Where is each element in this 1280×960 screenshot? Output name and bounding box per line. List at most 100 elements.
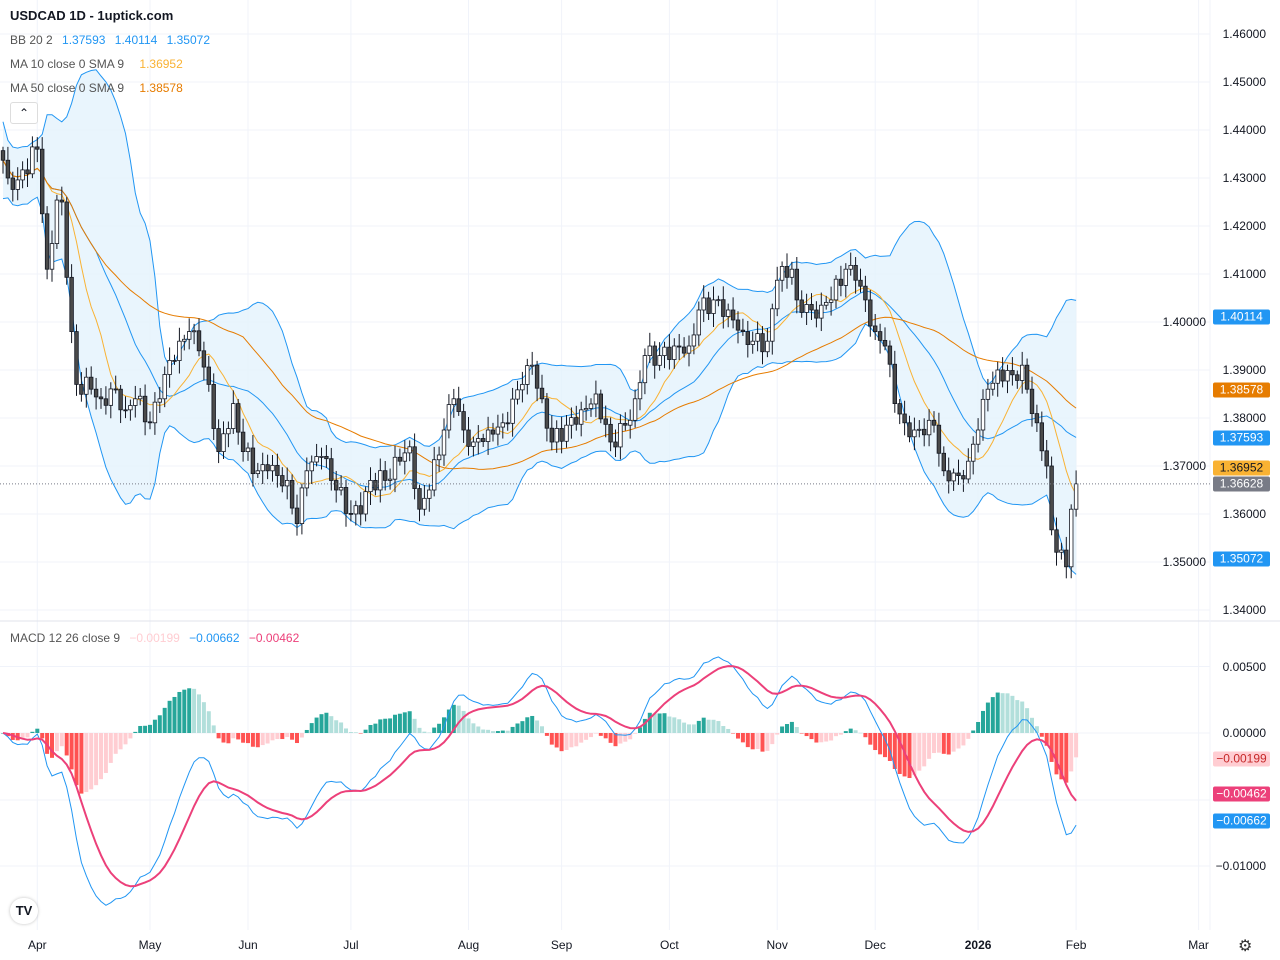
time-axis-label: Jul xyxy=(343,938,359,952)
candle-body xyxy=(765,340,770,353)
candle-body xyxy=(309,461,314,472)
legend-bb-name: BB 20 2 xyxy=(10,33,53,47)
macd-histogram-bar xyxy=(250,733,255,747)
macd-histogram-bar xyxy=(123,733,128,745)
time-axis-label: 2026 xyxy=(964,938,992,952)
candle-body xyxy=(877,331,883,341)
macd-histogram-bar xyxy=(608,733,613,743)
candle-body xyxy=(485,429,491,442)
candle-body xyxy=(471,441,476,447)
macd-histogram-bar xyxy=(775,733,780,735)
bollinger-upper-line xyxy=(2,69,1077,449)
candle-body xyxy=(221,433,226,453)
candle-body xyxy=(608,423,613,443)
macd-histogram-bar xyxy=(94,733,99,786)
candle-body xyxy=(260,464,265,472)
macd-histogram-bar xyxy=(486,729,491,733)
macd-histogram-bar xyxy=(20,733,25,739)
candle-body xyxy=(103,398,109,406)
macd-histogram-bar xyxy=(476,726,481,733)
candle-body xyxy=(235,403,241,433)
macd-histogram-bar xyxy=(1044,733,1049,746)
macd-histogram-bar xyxy=(481,729,486,733)
macd-histogram-bar xyxy=(495,731,500,733)
macd-histogram-bar xyxy=(887,733,892,761)
macd-histogram-bar xyxy=(932,733,936,754)
macd-histogram-bar xyxy=(118,733,123,750)
macd-badge: −0.00199 xyxy=(1213,751,1270,767)
candle-body xyxy=(20,169,25,181)
macd-histogram-bar xyxy=(162,707,167,733)
price-badge: 1.36952 xyxy=(1213,460,1270,476)
candle-body xyxy=(407,446,412,454)
macd-histogram-bar xyxy=(422,731,427,733)
candle-body xyxy=(44,213,50,270)
candle-body xyxy=(931,419,937,426)
candle-body xyxy=(495,426,501,435)
macd-histogram-bar xyxy=(603,733,608,739)
candle-body xyxy=(417,488,422,510)
macd-histogram-bar xyxy=(427,732,432,734)
macd-histogram-bar xyxy=(69,733,74,770)
candle-body xyxy=(25,169,30,175)
macd-histogram-bar xyxy=(216,733,221,739)
candle-body xyxy=(760,333,765,353)
tradingview-logo[interactable]: TV xyxy=(10,898,38,924)
candle-body xyxy=(784,266,790,278)
time-axis-label: Dec xyxy=(864,938,886,952)
ma10-line xyxy=(2,159,1077,498)
price-badge: 1.38578 xyxy=(1213,382,1270,398)
candle-body xyxy=(333,480,339,491)
candle-body xyxy=(628,419,633,426)
candle-body xyxy=(990,382,995,390)
price-axis-label: 1.37000 xyxy=(1162,459,1206,473)
chevron-up-icon: ⌃ xyxy=(18,106,30,120)
candle-body xyxy=(59,199,64,203)
macd-histogram-bar xyxy=(554,733,559,748)
macd-histogram-bar xyxy=(446,709,451,733)
macd-histogram-bar xyxy=(936,733,941,753)
macd-histogram-bar xyxy=(883,733,887,758)
macd-histogram-bar xyxy=(863,733,868,738)
candle-body xyxy=(539,387,545,400)
candle-body xyxy=(113,388,118,391)
macd-histogram-bar xyxy=(838,733,843,735)
candle-body xyxy=(382,470,388,481)
candle-body xyxy=(642,355,648,384)
candle-body xyxy=(574,417,579,425)
candle-body xyxy=(191,330,197,333)
macd-histogram-bar xyxy=(344,728,348,733)
macd-histogram-bar xyxy=(843,731,848,733)
candle-body xyxy=(280,475,285,487)
gear-icon[interactable]: ⚙ xyxy=(1238,938,1253,955)
macd-histogram-bar xyxy=(1049,733,1054,762)
legend-ma10[interactable]: MA 10 close 0 SMA 9 1.36952 xyxy=(10,57,189,71)
candle-body xyxy=(167,359,172,375)
macd-histogram-bar xyxy=(143,725,148,733)
macd-histogram-bar xyxy=(157,715,162,733)
macd-histogram-bar xyxy=(971,730,976,733)
candle-body xyxy=(1015,374,1020,381)
macd-histogram-bar xyxy=(731,733,736,734)
chart-title: USDCAD 1D - 1uptick.com xyxy=(10,8,174,23)
candle-body xyxy=(902,413,907,424)
candle-body xyxy=(730,309,736,321)
macd-histogram-bar xyxy=(642,718,647,733)
time-axis-label: Mar xyxy=(1188,938,1209,952)
collapse-legend-button[interactable]: ⌃ xyxy=(10,102,38,124)
legend-ma50[interactable]: MA 50 close 0 SMA 9 1.38578 xyxy=(10,81,189,95)
price-axis-label: 1.45000 xyxy=(1222,75,1266,89)
macd-histogram-bar xyxy=(584,733,589,740)
candle-body xyxy=(93,388,99,398)
macd-histogram-bar xyxy=(912,733,917,776)
macd-histogram-bar xyxy=(314,717,319,733)
candle-body xyxy=(1049,465,1054,531)
legend-macd[interactable]: MACD 12 26 close 9 −0.00199 −0.00662 −0.… xyxy=(10,631,305,645)
macd-histogram-bar xyxy=(275,733,280,740)
legend-bb[interactable]: BB 20 2 1.37593 1.40114 1.35072 xyxy=(10,33,216,47)
macd-histogram-bar xyxy=(451,704,456,733)
macd-histogram-bar xyxy=(520,721,525,733)
candle-body xyxy=(211,383,216,429)
macd-histogram-bar xyxy=(544,733,549,736)
